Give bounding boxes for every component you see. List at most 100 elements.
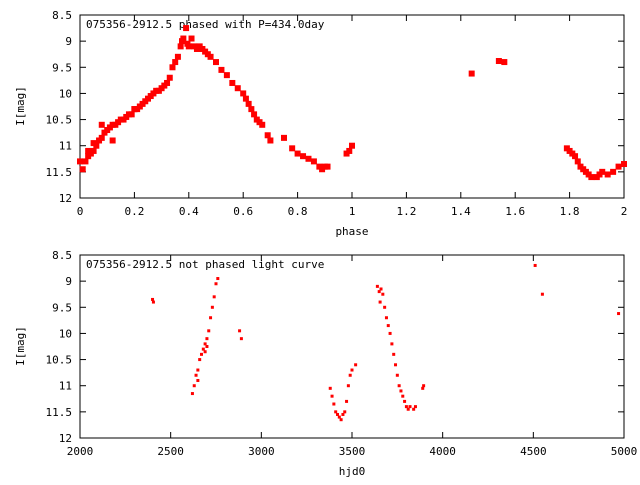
data-point bbox=[242, 95, 249, 102]
data-point bbox=[289, 145, 296, 152]
x-tick-label: 2 bbox=[621, 205, 628, 218]
x-tick-label: 0.8 bbox=[288, 205, 308, 218]
data-point bbox=[172, 59, 179, 66]
data-point bbox=[495, 58, 502, 65]
data-point bbox=[213, 59, 219, 66]
data-point bbox=[572, 153, 579, 160]
data-point bbox=[345, 399, 349, 403]
data-point bbox=[413, 405, 417, 409]
data-point bbox=[588, 174, 595, 181]
y-tick-label: 8.5 bbox=[52, 9, 72, 22]
data-point bbox=[239, 337, 243, 341]
data-point bbox=[229, 79, 236, 86]
data-point bbox=[98, 134, 105, 141]
data-point bbox=[234, 85, 241, 92]
data-point bbox=[375, 284, 379, 288]
data-point bbox=[207, 53, 214, 60]
y-tick-label: 11 bbox=[59, 380, 72, 393]
data-point bbox=[310, 158, 317, 165]
data-point bbox=[151, 297, 155, 301]
data-point bbox=[422, 384, 426, 388]
data-point bbox=[388, 331, 392, 335]
data-point bbox=[199, 352, 203, 356]
x-tick-label: 2000 bbox=[67, 445, 94, 458]
data-point bbox=[599, 168, 606, 175]
data-point bbox=[390, 342, 394, 346]
data-point bbox=[408, 405, 412, 409]
y-axis-label: I[mag] bbox=[14, 86, 27, 126]
data-point bbox=[98, 121, 105, 128]
data-point bbox=[177, 43, 184, 50]
x-tick-label: 3000 bbox=[248, 445, 275, 458]
x-tick-label: 3500 bbox=[339, 445, 366, 458]
data-point bbox=[77, 158, 83, 165]
data-point bbox=[348, 373, 352, 377]
data-point bbox=[403, 399, 407, 403]
data-points bbox=[151, 263, 621, 422]
data-point bbox=[209, 316, 213, 320]
data-point bbox=[223, 72, 230, 79]
data-point bbox=[412, 407, 416, 411]
data-point bbox=[341, 412, 345, 416]
data-point bbox=[169, 64, 176, 71]
chart-title: 075356-2912.5 not phased light curve bbox=[86, 258, 324, 271]
data-point bbox=[294, 150, 301, 157]
y-tick-label: 11.5 bbox=[46, 406, 73, 419]
data-point bbox=[392, 352, 396, 356]
data-point bbox=[196, 368, 200, 372]
data-point bbox=[166, 74, 173, 81]
data-point bbox=[216, 277, 220, 281]
x-tick-label: 2500 bbox=[157, 445, 184, 458]
x-tick-label: 0.2 bbox=[124, 205, 144, 218]
axis-ticks: 0 0.2 0.4 0.6 0.8 1 1.2 1.4 1.6 1.8 2 8.5 9 9.5 10 10.5… bbox=[46, 9, 628, 218]
unphased-panel: 075356-2912.5 not phased light curve hjd… bbox=[14, 249, 637, 478]
data-point bbox=[335, 412, 339, 416]
y-axis-label: I[mag] bbox=[14, 326, 27, 366]
data-point bbox=[198, 358, 202, 362]
data-point bbox=[337, 415, 341, 419]
data-point bbox=[205, 345, 209, 348]
data-point bbox=[421, 386, 425, 390]
data-point bbox=[82, 158, 89, 165]
data-point bbox=[79, 166, 86, 173]
x-tick-label: 1.8 bbox=[560, 205, 580, 218]
data-point bbox=[339, 418, 343, 422]
data-point bbox=[240, 90, 247, 97]
data-point bbox=[468, 70, 475, 77]
data-point bbox=[128, 111, 135, 118]
y-tick-label: 11 bbox=[59, 140, 72, 153]
data-point bbox=[533, 263, 537, 267]
plot-frame bbox=[79, 254, 625, 439]
data-point bbox=[399, 389, 403, 393]
data-point bbox=[214, 282, 218, 286]
y-tick-label: 10 bbox=[59, 327, 72, 340]
x-tick-label: 1.4 bbox=[451, 205, 471, 218]
data-point bbox=[343, 410, 347, 414]
data-point bbox=[395, 373, 399, 377]
data-point bbox=[185, 43, 192, 50]
data-point bbox=[394, 363, 398, 367]
x-axis-label: phase bbox=[335, 225, 368, 238]
x-tick-label: 0.4 bbox=[179, 205, 199, 218]
data-point bbox=[604, 171, 611, 178]
data-point bbox=[151, 300, 155, 304]
y-tick-label: 9 bbox=[65, 275, 72, 288]
plot-frame bbox=[79, 14, 625, 199]
data-point bbox=[267, 137, 274, 144]
data-point bbox=[386, 324, 390, 328]
y-tick-label: 12 bbox=[59, 192, 72, 205]
y-tick-label: 8.5 bbox=[52, 249, 72, 262]
data-point bbox=[248, 106, 255, 113]
data-point bbox=[212, 295, 216, 299]
data-point bbox=[194, 373, 198, 377]
x-axis-label: hjd0 bbox=[339, 465, 366, 478]
data-point bbox=[330, 394, 334, 398]
data-point bbox=[383, 305, 387, 309]
x-tick-label: 0 bbox=[77, 205, 84, 218]
chart-title: 075356-2912.5 phased with P=434.0day bbox=[86, 18, 325, 31]
data-point bbox=[334, 410, 338, 414]
data-point bbox=[401, 394, 405, 398]
data-point bbox=[324, 163, 331, 170]
data-point bbox=[238, 329, 242, 333]
